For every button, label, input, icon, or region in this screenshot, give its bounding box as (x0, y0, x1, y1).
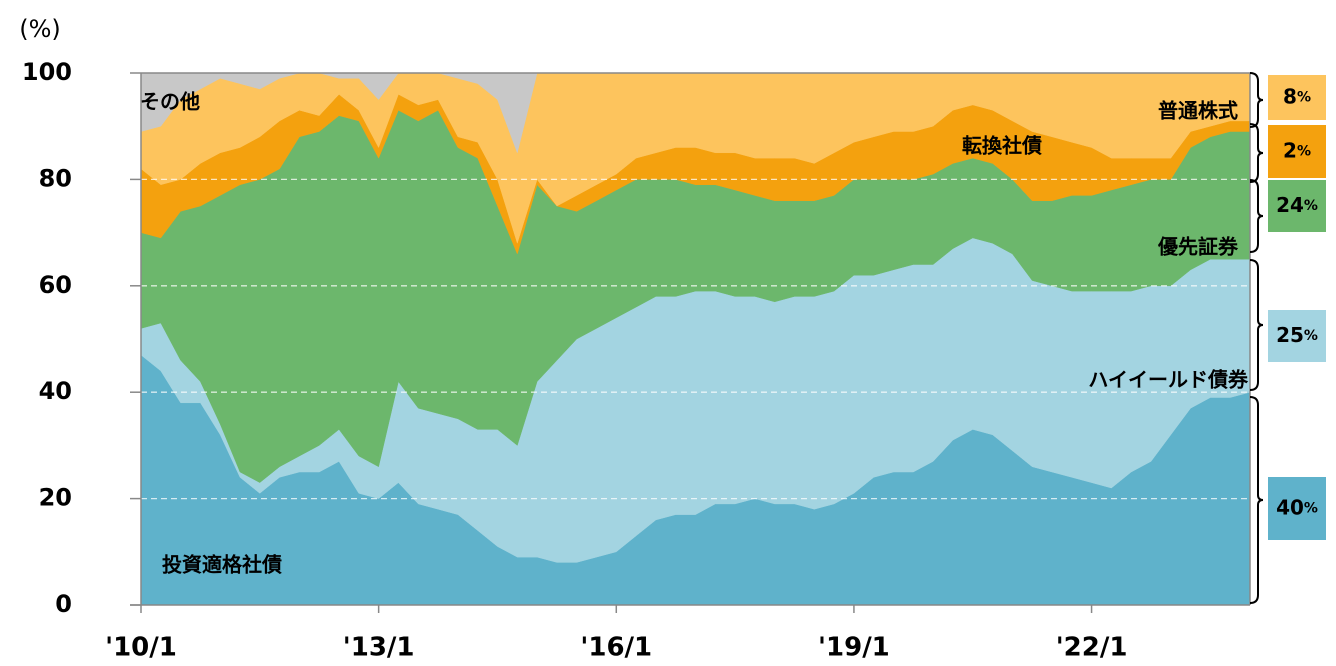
series-label: 投資適格社債 (162, 553, 282, 577)
overlay (130, 72, 1251, 613)
y-tick-label: 0 (55, 590, 72, 618)
latest-value: 40 (1276, 495, 1304, 519)
latest-label: 24% (1276, 193, 1318, 217)
brace (1249, 72, 1264, 128)
y-tick-label: 20 (39, 484, 72, 512)
y-tick-label: 60 (39, 271, 72, 299)
latest-label: 25% (1276, 323, 1318, 347)
x-tick-label: '10/1 (105, 633, 177, 663)
latest-value: 24 (1276, 193, 1304, 217)
latest-box (1268, 310, 1326, 362)
series-label: その他 (140, 90, 200, 114)
brace (1249, 396, 1264, 604)
brace (1249, 123, 1264, 183)
y-tick-label: 40 (39, 377, 72, 405)
x-tick-label: '22/1 (1056, 633, 1128, 663)
y-tick-label: 80 (39, 164, 72, 192)
plot-areas (140, 72, 1251, 606)
unit: % (1297, 90, 1311, 106)
unit: % (1304, 501, 1318, 517)
latest-box (1268, 477, 1326, 540)
series-label: ハイイールド債券 (1088, 368, 1249, 392)
x-tick-label: '16/1 (580, 633, 652, 663)
y-axis-label: (%) (19, 15, 61, 43)
x-tick-label: '19/1 (818, 633, 890, 663)
latest-value: 8 (1283, 84, 1297, 108)
unit: % (1297, 144, 1311, 160)
y-tick-label: 100 (22, 58, 72, 86)
series-label: 優先証券 (1157, 235, 1239, 259)
latest-box (1268, 180, 1326, 232)
latest-value: 25 (1276, 323, 1304, 347)
latest-label: 2% (1283, 138, 1311, 162)
x-tick-label: '13/1 (343, 633, 415, 663)
latest-box (1268, 125, 1326, 178)
unit: % (1304, 198, 1318, 214)
latest-label: 40% (1276, 495, 1318, 519)
latest-label: 8% (1283, 84, 1311, 108)
latest-box (1268, 75, 1326, 120)
braces (1249, 72, 1264, 604)
brace (1249, 259, 1264, 391)
series-label: 普通株式 (1158, 99, 1238, 123)
brace (1249, 179, 1264, 253)
series-label: 転換社債 (962, 134, 1042, 158)
latest-value: 2 (1283, 138, 1297, 162)
unit: % (1304, 328, 1318, 344)
